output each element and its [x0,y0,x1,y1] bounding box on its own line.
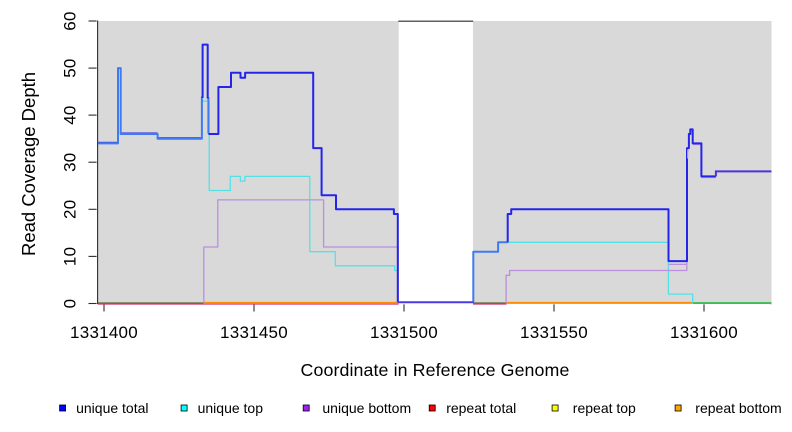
svg-text:30: 30 [61,152,80,171]
svg-text:repeat bottom: repeat bottom [695,400,781,416]
svg-text:60: 60 [61,11,80,30]
svg-text:1331400: 1331400 [70,323,138,342]
svg-text:repeat total: repeat total [446,400,516,416]
svg-text:1331500: 1331500 [370,323,438,342]
svg-text:20: 20 [61,200,80,219]
svg-text:1331600: 1331600 [670,323,738,342]
svg-text:repeat top: repeat top [573,400,636,416]
svg-text:Read Coverage Depth: Read Coverage Depth [18,72,39,256]
svg-text:unique top: unique top [198,400,264,416]
svg-text:10: 10 [61,247,80,266]
svg-text:50: 50 [61,58,80,77]
svg-text:1331550: 1331550 [520,323,588,342]
svg-text:1331450: 1331450 [220,323,288,342]
svg-text:0: 0 [61,299,80,309]
svg-text:unique bottom: unique bottom [322,400,411,416]
svg-text:Coordinate in Reference Genome: Coordinate in Reference Genome [301,360,570,380]
svg-text:40: 40 [61,105,80,124]
svg-text:unique total: unique total [76,400,148,416]
